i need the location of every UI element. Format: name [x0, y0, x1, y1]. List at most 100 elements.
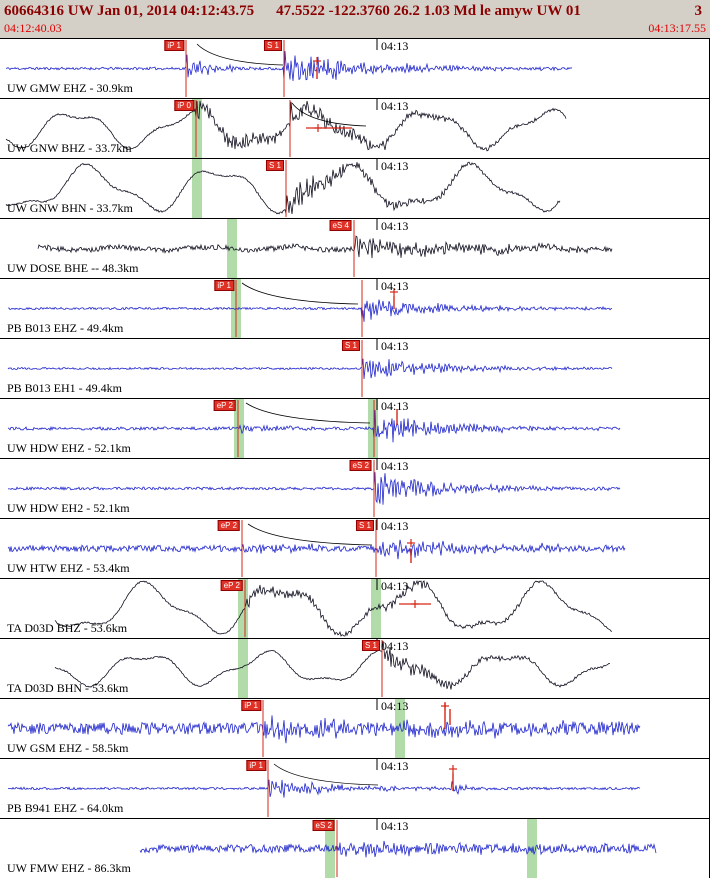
waveform-canvas — [7, 459, 621, 517]
waveform-canvas — [7, 759, 641, 817]
seismogram-trace — [8, 299, 613, 322]
minute-tick-label: 04:13 — [381, 579, 409, 593]
pick-flag-ep-2[interactable]: eP 2 — [217, 520, 240, 531]
minute-tick-label: 04:13 — [381, 819, 409, 833]
trace-panel-uw-gsm-ehz[interactable]: 04:13 iP 1 UW GSM EHZ - 58.5km — [0, 698, 709, 758]
pick-flag-s-1[interactable]: S 1 — [361, 640, 380, 651]
trace-panel-uw-gnw-bhn[interactable]: 04:13 S 1 UW GNW BHN - 33.7km — [0, 158, 709, 218]
pick-flag-s-1[interactable]: S 1 — [265, 160, 284, 171]
seismogram-trace — [7, 409, 621, 443]
station-label: UW GSM EHZ - 58.5km — [7, 741, 129, 755]
trace-panel-pb-b941-ehz[interactable]: 04:13 iP 1 PB B941 EHZ - 64.0km — [0, 758, 709, 818]
seismogram-trace — [7, 539, 626, 560]
minute-tick-label: 04:13 — [381, 459, 409, 473]
phase-window-band — [371, 579, 381, 638]
pick-flag-ip-1[interactable]: iP 1 — [241, 700, 261, 711]
minute-tick-label: 04:13 — [381, 699, 409, 713]
trace-panel-uw-gnw-bhz[interactable]: 04:13 iP 0 UW GNW BHZ - 33.7km — [0, 98, 709, 158]
minute-tick-label: 04:13 — [381, 519, 409, 533]
seismogram-trace — [54, 579, 613, 637]
coda-decay-curve — [273, 763, 379, 786]
trace-panel-uw-fmw-ehz[interactable]: 04:13 eS 2 UW FMW EHZ - 86.3km — [0, 818, 709, 878]
station-label: PB B941 EHZ - 64.0km — [7, 801, 124, 815]
station-label: UW FMW EHZ - 86.3km — [7, 861, 131, 875]
minute-tick-label: 04:13 — [381, 219, 409, 233]
pick-flag-es-2[interactable]: eS 2 — [349, 460, 372, 471]
minute-tick-label: 04:13 — [381, 279, 409, 293]
pick-flag-ip-1[interactable]: iP 1 — [164, 40, 184, 51]
pick-flag-ip-1[interactable]: iP 1 — [214, 280, 234, 291]
waveform-canvas — [8, 279, 613, 338]
minute-tick-label: 04:13 — [381, 399, 409, 413]
station-label: UW HTW EHZ - 53.4km — [7, 561, 130, 575]
trace-panel-ta-d03d-bhn[interactable]: 04:13 S 1 TA D03D BHN - 53.6km — [0, 638, 709, 698]
seismogram-trace — [7, 472, 621, 505]
trace-list: 04:13 iP 1 S 1 UW GMW EHZ - 30.9km 04:13 iP 0… — [0, 38, 710, 878]
station-label: TA D03D BHN - 53.6km — [7, 681, 129, 695]
coda-decay-curve — [196, 43, 284, 66]
phase-window-band — [395, 699, 405, 758]
event-id-and-origin-time: 60664316 UW Jan 01, 2014 04:12:43.75 — [4, 3, 255, 19]
pick-flag-s-1[interactable]: S 1 — [355, 520, 374, 531]
coda-decay-curve — [241, 282, 359, 305]
pick-flag-ip-1[interactable]: iP 1 — [246, 760, 266, 771]
trace-panel-pb-b013-eh1[interactable]: 04:13 S 1 PB B013 EH1 - 49.4km — [0, 338, 709, 398]
trace-panel-uw-htw-ehz[interactable]: 04:13 eP 2 S 1 UW HTW EHZ - 53.4km — [0, 518, 709, 578]
phase-window-band — [192, 99, 202, 158]
trace-panel-uw-dose-bhe[interactable]: 04:13 eS 4 UW DOSE BHE -- 48.3km — [0, 218, 709, 278]
coda-decay-curve — [291, 102, 367, 127]
waveform-canvas — [5, 159, 561, 218]
phase-window-band — [238, 639, 248, 698]
phase-window-band — [527, 819, 537, 878]
waveform-canvas — [54, 579, 613, 638]
pick-flag-s-1[interactable]: S 1 — [341, 340, 360, 351]
pick-flag-ip-0[interactable]: iP 0 — [174, 100, 194, 111]
station-label: UW GNW BHN - 33.7km — [7, 201, 133, 215]
station-label: UW HDW EH2 - 52.1km — [7, 501, 130, 515]
seismogram-trace — [7, 715, 641, 744]
phase-window-band — [192, 159, 202, 218]
seismogram-trace — [139, 840, 657, 858]
waveform-canvas — [5, 39, 573, 97]
waveform-canvas — [37, 219, 613, 278]
seismogram-trace — [7, 358, 613, 380]
trace-panel-uw-hdw-ehz[interactable]: 04:13 eP 2 UW HDW EHZ - 52.1km — [0, 398, 709, 458]
pick-flag-ep-2[interactable]: eP 2 — [213, 400, 236, 411]
minute-tick-label: 04:13 — [381, 339, 409, 353]
phase-window-band — [238, 579, 248, 638]
seismogram-trace — [5, 50, 573, 81]
time-window-row: 04:12:40.03 04:13:17.55 — [4, 21, 706, 36]
station-label: TA D03D BHZ - 53.6km — [7, 621, 128, 635]
minute-tick-label: 04:13 — [381, 39, 409, 53]
trace-panel-uw-hdw-eh2[interactable]: 04:13 eS 2 UW HDW EH2 - 52.1km — [0, 458, 709, 518]
pick-flag-s-1[interactable]: S 1 — [263, 40, 282, 51]
minute-tick-label: 04:13 — [381, 99, 409, 113]
trace-panel-ta-d03d-bhz[interactable]: 04:13 eP 2 TA D03D BHZ - 53.6km — [0, 578, 709, 638]
event-flag: 3 — [694, 3, 703, 19]
minute-tick-label: 04:13 — [381, 639, 409, 653]
seismogram-trace — [37, 235, 613, 259]
window-start-time: 04:12:40.03 — [4, 21, 62, 35]
seismogram-trace — [5, 161, 561, 215]
phase-window-band — [325, 819, 335, 878]
seismogram-trace — [7, 779, 641, 798]
minute-tick-label: 04:13 — [381, 159, 409, 173]
waveform-canvas — [7, 339, 613, 397]
trace-panel-pb-b013-ehz[interactable]: 04:13 iP 1 PB B013 EHZ - 49.4km — [0, 278, 709, 338]
pick-flag-es-4[interactable]: eS 4 — [329, 220, 352, 231]
waveform-canvas — [7, 519, 626, 577]
station-label: UW HDW EHZ - 52.1km — [7, 441, 131, 455]
coda-decay-curve — [247, 523, 373, 546]
pick-flag-es-2[interactable]: eS 2 — [312, 820, 335, 831]
coda-decay-curve — [245, 402, 371, 424]
window-end-time: 04:13:17.55 — [648, 21, 706, 35]
waveform-canvas — [5, 99, 567, 158]
waveform-canvas — [7, 399, 621, 458]
event-title-row: 60664316 UW Jan 01, 2014 04:12:43.75 47.… — [4, 1, 706, 21]
phase-window-band — [227, 219, 237, 278]
trace-panel-uw-gmw-ehz[interactable]: 04:13 iP 1 S 1 UW GMW EHZ - 30.9km — [0, 38, 709, 98]
pick-flag-ep-2[interactable]: eP 2 — [220, 580, 243, 591]
waveform-canvas — [139, 819, 657, 878]
station-label: PB B013 EHZ - 49.4km — [7, 321, 124, 335]
